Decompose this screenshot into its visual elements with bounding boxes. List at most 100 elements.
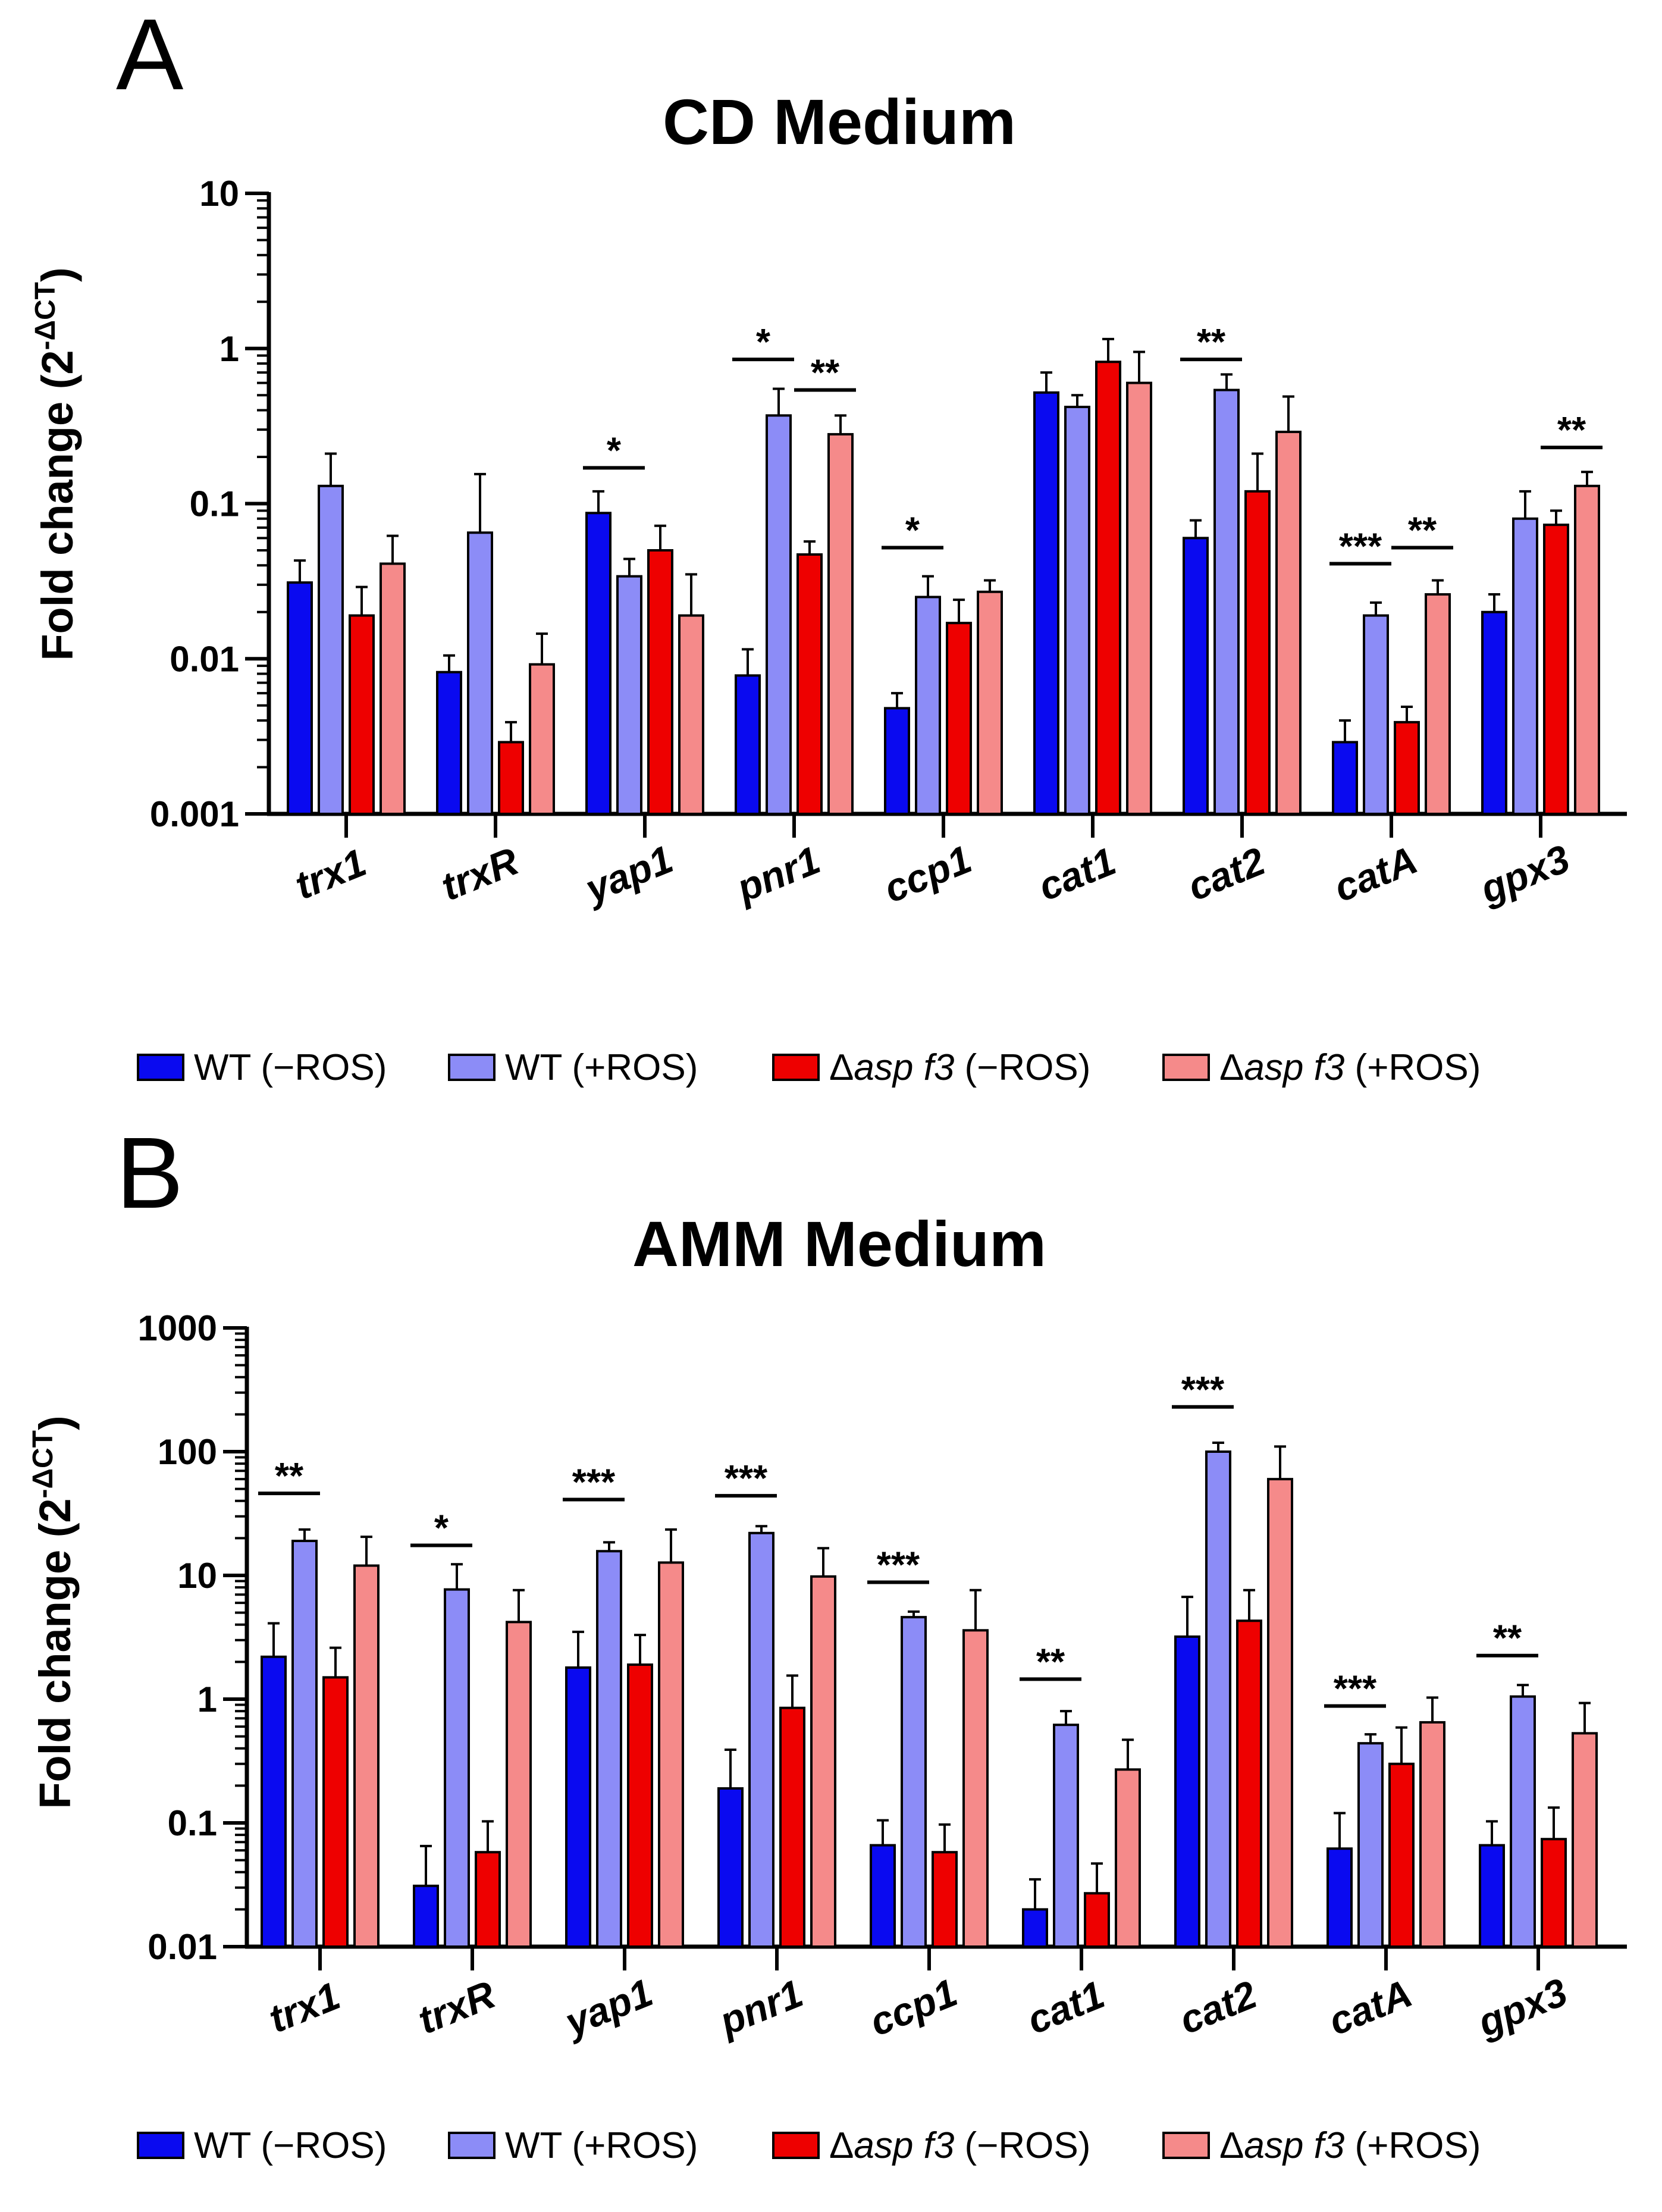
bar-trxR-series-3 (506, 1621, 532, 1948)
bar-cat2-series-1 (1205, 1450, 1231, 1948)
bar-catA-series-1 (1357, 1742, 1384, 1948)
legend-label-2: Δasp f3 (−ROS) (829, 1047, 1090, 1088)
bar-cat2-series-2 (1236, 1619, 1262, 1948)
y-tick-label: 1 (219, 329, 239, 369)
legend-label-1: WT (+ROS) (505, 2125, 698, 2166)
bar-cat1-series-0 (1022, 1908, 1048, 1948)
legend-label-1: WT (+ROS) (505, 1047, 698, 1088)
legend-swatch-3 (1162, 2132, 1210, 2159)
bar-cat2-series-3 (1267, 1478, 1293, 1948)
bar-pnr1-series-1 (748, 1531, 774, 1948)
significance-label: * (607, 430, 622, 471)
bar-trxR-series-1 (467, 531, 493, 815)
bar-cat1-series-1 (1053, 1724, 1079, 1948)
bar-gpx3-series-2 (1543, 524, 1569, 815)
x-tick-label-trx1: trx1 (289, 840, 372, 908)
bar-pnr1-series-2 (779, 1706, 805, 1948)
bar-ccp1-series-1 (901, 1616, 927, 1948)
bar-gpx3-series-1 (1510, 1695, 1536, 1948)
bar-gpx3-series-1 (1512, 517, 1538, 815)
significance-label: ** (811, 353, 840, 394)
bar-ccp1-series-0 (884, 707, 910, 815)
x-tick-label-trxR: trxR (412, 1972, 501, 2042)
significance-label: ** (1036, 1641, 1065, 1683)
bar-trx1-series-2 (349, 614, 375, 815)
bar-gpx3-series-3 (1572, 1732, 1598, 1948)
panel-label: B (116, 1117, 183, 1230)
bar-pnr1-series-2 (796, 553, 823, 815)
bar-cat1-series-3 (1126, 381, 1152, 815)
y-axis-label: Fold change (2-ΔCT) (27, 1415, 80, 1809)
bar-gpx3-series-3 (1574, 484, 1600, 815)
bar-cat2-series-3 (1275, 430, 1302, 815)
bar-trxR-series-2 (498, 741, 524, 815)
bar-trxR-series-1 (444, 1588, 470, 1948)
bar-cat1-series-2 (1084, 1892, 1110, 1948)
significance-label: ** (1493, 1618, 1522, 1659)
legend: WT (−ROS) WT (+ROS) Δasp f3 (−ROS) Δasp f3 … (137, 2125, 1481, 2166)
y-tick-label: 100 (158, 1432, 217, 1472)
significance-label: ** (275, 1456, 304, 1497)
bar-trxR-series-0 (413, 1884, 439, 1948)
bar-catA-series-1 (1363, 614, 1389, 815)
bar-catA-series-2 (1394, 720, 1420, 815)
bar-yap1-series-0 (565, 1666, 591, 1948)
bar-cat1-series-1 (1064, 405, 1090, 815)
panel-label: A (116, 0, 184, 111)
bar-catA-series-2 (1388, 1762, 1415, 1948)
bar-ccp1-series-0 (870, 1844, 896, 1948)
x-tick-label-ccp1: ccp1 (878, 836, 977, 911)
x-tick-label-ccp1: ccp1 (864, 1970, 963, 2044)
legend-label-2: Δasp f3 (−ROS) (829, 2125, 1090, 2166)
x-tick-label-pnr1: pnr1 (729, 838, 826, 911)
chart-title: AMM Medium (632, 1208, 1046, 1280)
bar-yap1-series-0 (585, 512, 612, 815)
chart-title: CD Medium (663, 86, 1016, 158)
y-tick-label: 10 (177, 1556, 217, 1596)
bar-trx1-series-2 (322, 1676, 349, 1948)
x-tick-label-pnr1: pnr1 (712, 1971, 808, 2044)
x-tick-label-trx1: trx1 (262, 1973, 346, 2041)
significance-label: *** (725, 1458, 768, 1499)
y-tick-label: 1000 (138, 1308, 217, 1348)
x-tick-label-yap1: yap1 (557, 1970, 658, 2045)
x-tick-label-catA: catA (1322, 1971, 1418, 2044)
panel-a: A CD Medium Fold change (2-ΔCT) 10 1 0.1 0.01 0… (30, 0, 1627, 1088)
legend-swatch-0 (137, 1054, 184, 1081)
x-tick-label-gpx3: gpx3 (1473, 836, 1575, 912)
x-tick-label-trxR: trxR (435, 839, 524, 909)
significance-label: * (756, 322, 771, 363)
bar-trx1-series-0 (287, 581, 313, 815)
significance-label: * (905, 510, 920, 552)
significance-label: * (434, 1508, 449, 1549)
legend-swatch-2 (772, 2132, 820, 2159)
bar-yap1-series-3 (658, 1561, 684, 1948)
bar-yap1-series-2 (647, 549, 673, 816)
y-tick-label: 10 (199, 174, 239, 214)
bar-trx1-series-3 (380, 562, 406, 815)
bar-cat1-series-2 (1095, 361, 1121, 815)
bar-cat1-series-0 (1033, 391, 1059, 815)
x-tick-label-cat1: cat1 (1032, 839, 1121, 909)
bar-trxR-series-3 (529, 663, 555, 816)
x-tick-label-catA: catA (1328, 838, 1423, 910)
bar-trx1-series-1 (291, 1540, 318, 1948)
significance-label: ** (1557, 410, 1586, 451)
bar-yap1-series-1 (596, 1550, 622, 1948)
y-tick-label: 0.1 (190, 484, 239, 524)
x-tick-label-cat1: cat1 (1021, 1972, 1110, 2042)
legend-label-0: WT (−ROS) (194, 1047, 387, 1088)
bar-ccp1-series-2 (946, 622, 972, 815)
significance-label: *** (572, 1462, 616, 1503)
bar-yap1-series-1 (616, 575, 642, 815)
bar-catA-series-3 (1419, 1721, 1445, 1948)
y-axis-label: Fold change (2-ΔCT) (30, 267, 82, 660)
bar-ccp1-series-2 (932, 1851, 958, 1948)
bar-trx1-series-0 (261, 1655, 287, 1948)
bar-pnr1-series-1 (766, 414, 792, 815)
bar-catA-series-0 (1327, 1847, 1353, 1948)
bar-cat1-series-3 (1115, 1768, 1141, 1948)
legend-label-0: WT (−ROS) (194, 2125, 387, 2166)
bar-ccp1-series-1 (915, 596, 941, 815)
